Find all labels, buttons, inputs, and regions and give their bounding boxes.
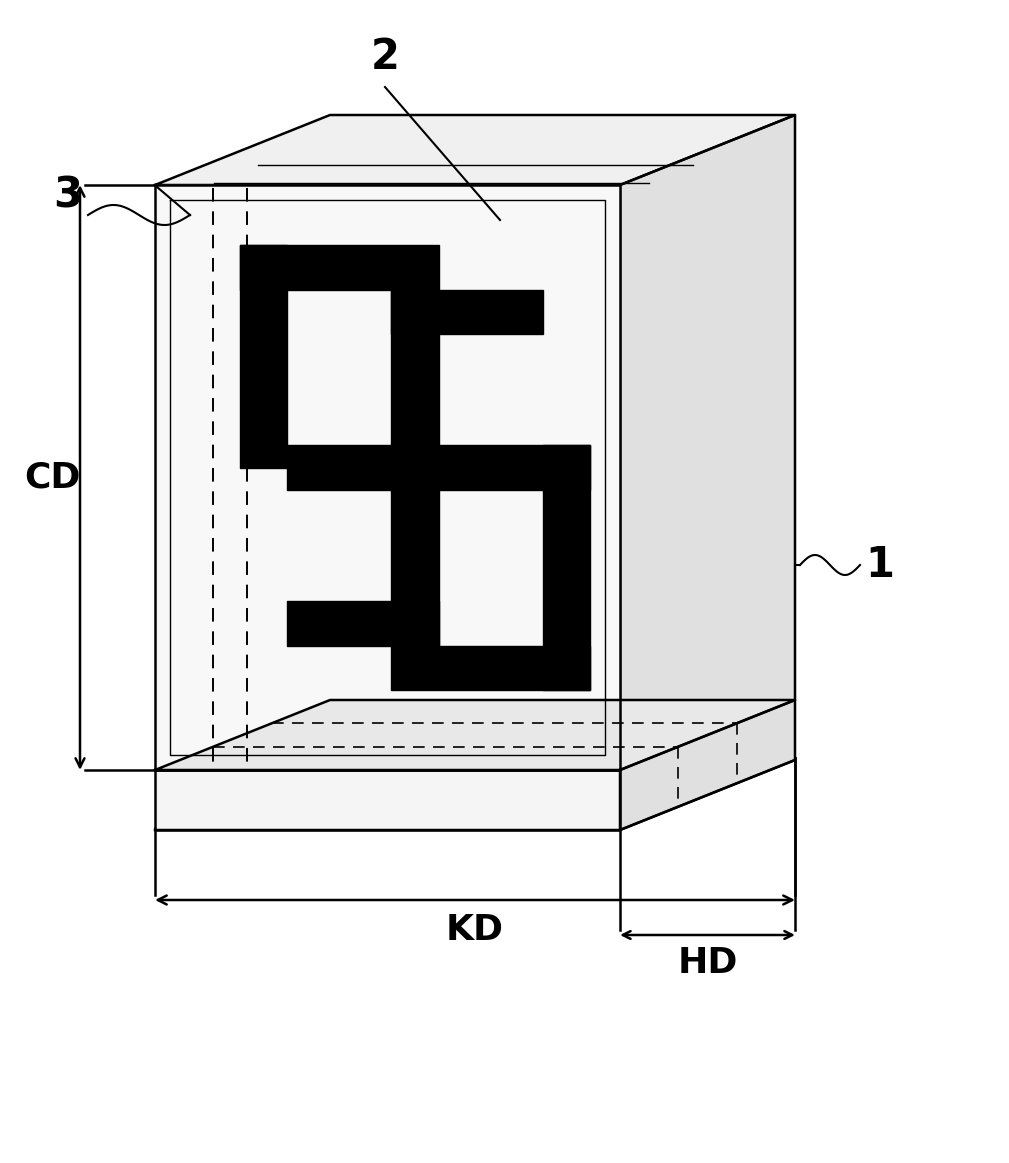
Polygon shape: [155, 185, 620, 770]
Text: KD: KD: [446, 913, 504, 947]
Polygon shape: [391, 290, 439, 468]
Text: CD: CD: [24, 461, 80, 494]
Polygon shape: [240, 245, 288, 468]
Polygon shape: [620, 700, 795, 830]
Polygon shape: [155, 115, 795, 185]
Text: 2: 2: [370, 36, 400, 78]
Polygon shape: [240, 245, 439, 290]
Polygon shape: [620, 115, 795, 770]
Polygon shape: [391, 290, 543, 334]
Polygon shape: [288, 445, 590, 490]
Text: HD: HD: [677, 946, 738, 980]
Polygon shape: [288, 601, 439, 645]
Text: 1: 1: [866, 544, 895, 586]
Polygon shape: [391, 490, 439, 645]
Polygon shape: [155, 770, 620, 830]
Polygon shape: [391, 645, 590, 690]
Polygon shape: [543, 445, 590, 690]
Polygon shape: [155, 700, 795, 770]
Text: 3: 3: [53, 174, 83, 216]
